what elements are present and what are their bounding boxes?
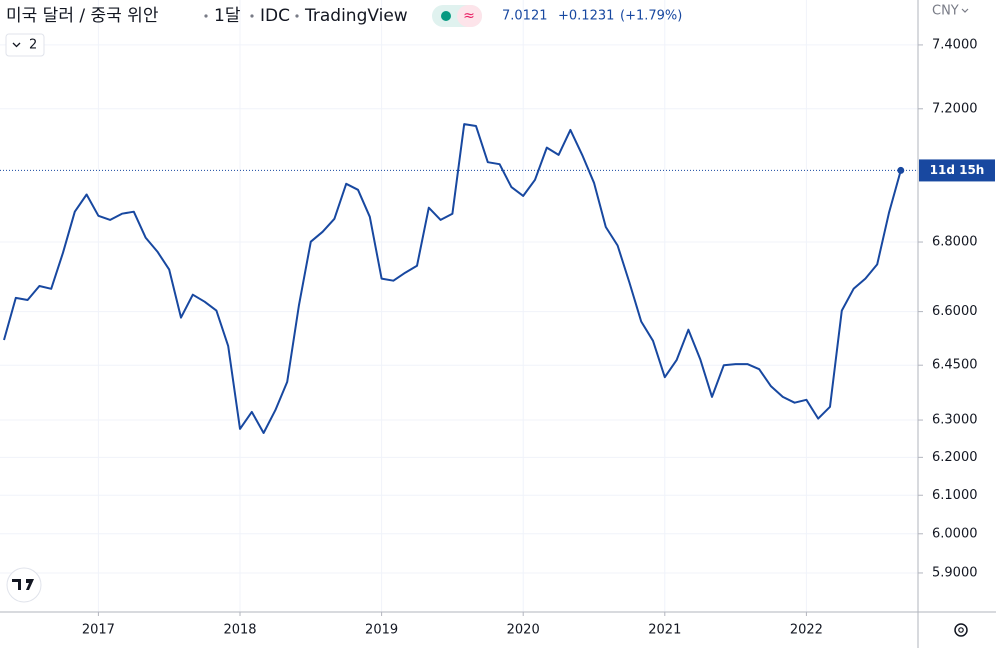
y-tick-label: 7.4000: [932, 37, 978, 52]
brand: TradingView: [304, 6, 408, 26]
interval: 1달: [214, 6, 241, 26]
settings[interactable]: [954, 623, 968, 637]
legend-count: 2: [29, 38, 37, 53]
price-line: [3, 123, 902, 434]
x-tick-label: 2022: [790, 623, 823, 638]
chevron: [12, 42, 21, 48]
delay-icon: ≈: [463, 8, 475, 24]
last-point: [897, 166, 905, 174]
countdown: 11d 15h: [930, 163, 985, 177]
symbol: 미국 달러 / 중국 위안: [6, 6, 159, 26]
x-tick-label: 2020: [507, 623, 540, 638]
y-tick-label: 6.6000: [932, 304, 978, 319]
logo: [6, 567, 42, 603]
x-tick-label: 2017: [82, 623, 115, 638]
change-pct: (+1.79%): [620, 9, 682, 24]
y-tick-label: 5.9000: [932, 565, 978, 580]
axis-unit[interactable]: CNY: [932, 4, 959, 19]
countdown-badge: [919, 159, 995, 182]
y-tick-label: 6.1000: [932, 488, 978, 503]
x-tick-label: 2019: [365, 623, 398, 638]
separator: [204, 14, 208, 18]
change: +0.1231: [558, 9, 614, 24]
market-status: [441, 11, 451, 21]
y-tick-label: 6.4500: [932, 358, 978, 373]
x-tick-label: 2021: [648, 623, 681, 638]
y-tick-label: 6.2000: [932, 450, 978, 465]
plot: [0, 123, 918, 434]
x-tick-label: 2018: [223, 623, 256, 638]
exchange: IDC: [260, 6, 290, 26]
y-tick-label: 6.0000: [932, 526, 978, 541]
grid: [0, 0, 918, 612]
separator: [250, 14, 254, 18]
status-pill-right: [457, 5, 482, 27]
last-price: 7.0121: [502, 9, 548, 24]
unit-chevron: [961, 8, 969, 13]
y-tick-label: 7.2000: [932, 101, 978, 116]
legend-toggle[interactable]: [5, 33, 45, 57]
y-tick-label: 6.3000: [932, 413, 978, 428]
y-tick-label: 6.8000: [932, 235, 978, 250]
separator: [295, 14, 299, 18]
